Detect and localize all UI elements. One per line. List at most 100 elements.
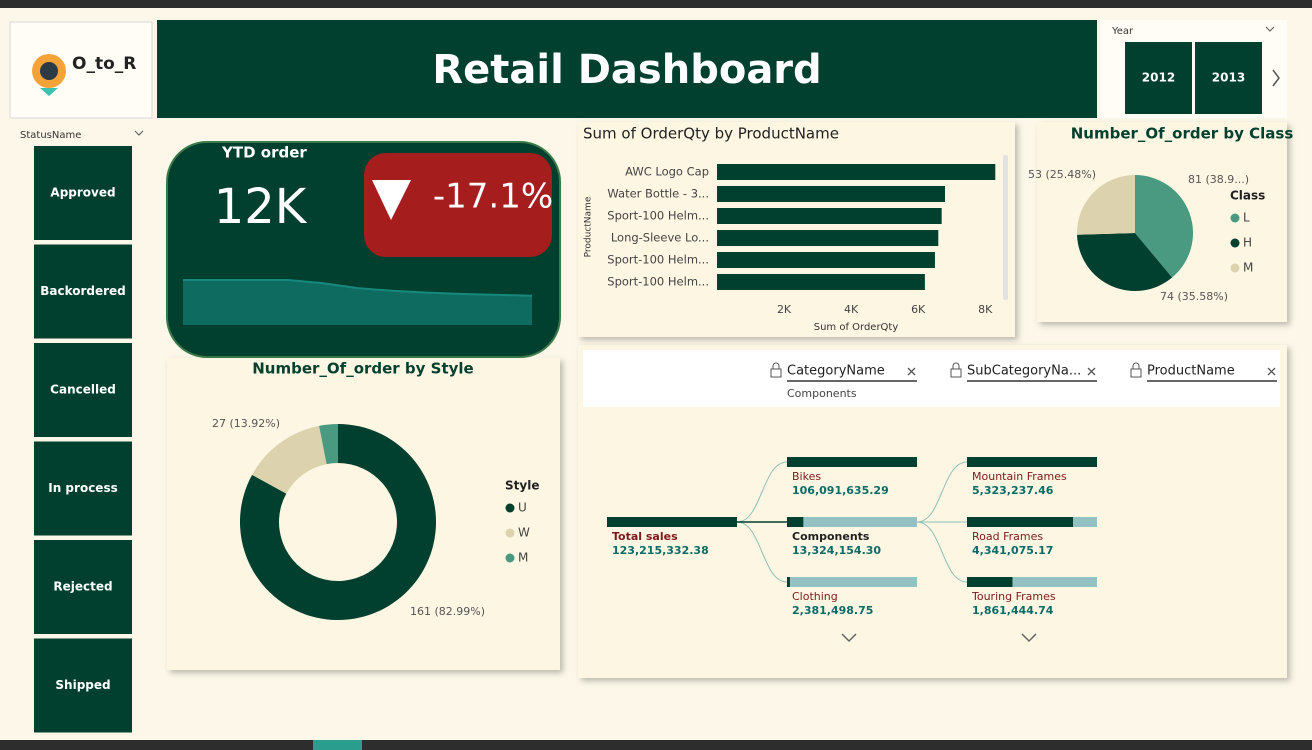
slicer-label: Year (1111, 26, 1134, 37)
legend-marker (1230, 213, 1240, 223)
status-button-label: Approved (50, 186, 115, 200)
legend-marker (1230, 238, 1240, 248)
logo-icon (40, 88, 58, 96)
legend-label: W (518, 526, 530, 540)
y-tick-label: Sport-100 Helm... (607, 209, 709, 223)
donut-slice (252, 425, 327, 494)
y-tick-label: Sport-100 Helm... (607, 253, 709, 267)
lock-icon (950, 368, 962, 378)
status-button[interactable] (34, 638, 132, 733)
node-name: Clothing (792, 590, 838, 603)
x-tick-label: 4K (844, 303, 859, 316)
year-button-label: 2012 (1142, 71, 1175, 85)
status-button[interactable] (34, 540, 132, 634)
year-button[interactable] (1195, 42, 1262, 114)
y-tick-label: Water Bottle - 3... (607, 187, 709, 201)
year-button[interactable] (1125, 42, 1192, 114)
bar (717, 208, 942, 224)
node-value: 4,341,075.17 (972, 544, 1053, 557)
slicer-label: StatusName (20, 130, 81, 141)
lock-icon (1132, 362, 1140, 369)
status-button[interactable] (34, 343, 132, 437)
pie-slice (1077, 233, 1173, 291)
legend-title: Class (1230, 189, 1265, 203)
dropdown-chevron[interactable] (1265, 26, 1275, 32)
node-value: 106,091,635.29 (792, 484, 889, 497)
clear-icon[interactable] (1267, 367, 1276, 376)
clear-icon[interactable] (907, 367, 916, 376)
bar (717, 186, 945, 202)
logo-icon (40, 62, 58, 80)
chart-title: Number_Of_order by Style (252, 360, 473, 378)
pie-slice (1077, 175, 1135, 235)
node-value: 123,215,332.38 (612, 544, 709, 557)
bar (717, 274, 925, 290)
tree-bar (787, 517, 804, 527)
node-value: 5,323,237.46 (972, 484, 1054, 497)
bar-card (578, 122, 1015, 337)
clear-icon[interactable] (1087, 367, 1096, 376)
axis-label: ProductName (584, 196, 594, 257)
tree-bar-track (967, 577, 1097, 587)
bar (717, 164, 996, 180)
node-name: Mountain Frames (972, 470, 1067, 483)
connector (916, 461, 968, 523)
tree-bar-track (787, 577, 917, 587)
node-value: 1,861,444.74 (972, 604, 1054, 617)
filter-label: CategoryName (787, 364, 885, 379)
tree-bar-track (787, 517, 917, 527)
data-label: 27 (13.92%) (212, 417, 280, 430)
x-tick-label: 6K (911, 303, 926, 316)
expand-chevron[interactable] (1021, 633, 1037, 643)
connector (736, 521, 788, 583)
status-button-label: Shipped (55, 678, 110, 692)
node-value: 13,324,154.30 (792, 544, 881, 557)
legend-marker (505, 553, 515, 563)
kpi-change-box (364, 153, 552, 257)
node-name: Road Frames (972, 530, 1043, 543)
status-button-label: Rejected (53, 580, 112, 594)
x-tick-label: 2K (777, 303, 792, 316)
status-button[interactable] (34, 441, 132, 536)
tree-bar (967, 577, 1013, 587)
node-name: Components (792, 530, 870, 543)
logo-text: O_to_R (72, 54, 136, 74)
filter-label: SubCategoryNa... (967, 364, 1081, 379)
lock-icon (1130, 368, 1142, 378)
dropdown-chevron[interactable] (134, 130, 144, 136)
down-arrow (372, 180, 411, 220)
kpi-change: -17.1% (433, 177, 553, 217)
sparkline-line (183, 279, 533, 297)
donut-slice (240, 424, 436, 620)
node-value: 2,381,498.75 (792, 604, 873, 617)
active-tab (313, 740, 362, 750)
sparkline-area (183, 280, 532, 325)
lock-icon (770, 368, 782, 378)
legend-label: U (518, 501, 527, 515)
y-tick-label: Sport-100 Helm... (607, 275, 709, 289)
tree-bar (967, 457, 1097, 467)
connector (736, 461, 788, 523)
legend-label: M (518, 551, 528, 565)
expand-chevron[interactable] (841, 633, 857, 643)
status-button[interactable] (34, 146, 132, 240)
node-name: Total sales (612, 530, 678, 543)
status-button-label: In process (48, 481, 117, 495)
donut-slice (319, 424, 338, 465)
legend-marker (1230, 263, 1240, 273)
y-tick-label: Long-Sleeve Lo... (611, 231, 709, 245)
bottom-bar (0, 740, 1312, 750)
status-button[interactable] (34, 244, 132, 339)
year-button-label: 2013 (1212, 71, 1245, 85)
filter-label: ProductName (1147, 364, 1235, 379)
filter-bar (583, 350, 1280, 407)
data-label: 81 (38.9...) (1188, 173, 1249, 186)
data-label: 74 (35.58%) (1160, 290, 1228, 303)
legend-label: H (1243, 236, 1252, 250)
chart-title: Number_Of_order by Class (1071, 125, 1294, 143)
filter-value: Components (787, 387, 857, 400)
scrollbar[interactable] (1003, 155, 1008, 300)
lock-icon (772, 362, 780, 369)
next-arrow[interactable] (1272, 69, 1280, 87)
kpi-value: 12K (214, 179, 308, 235)
